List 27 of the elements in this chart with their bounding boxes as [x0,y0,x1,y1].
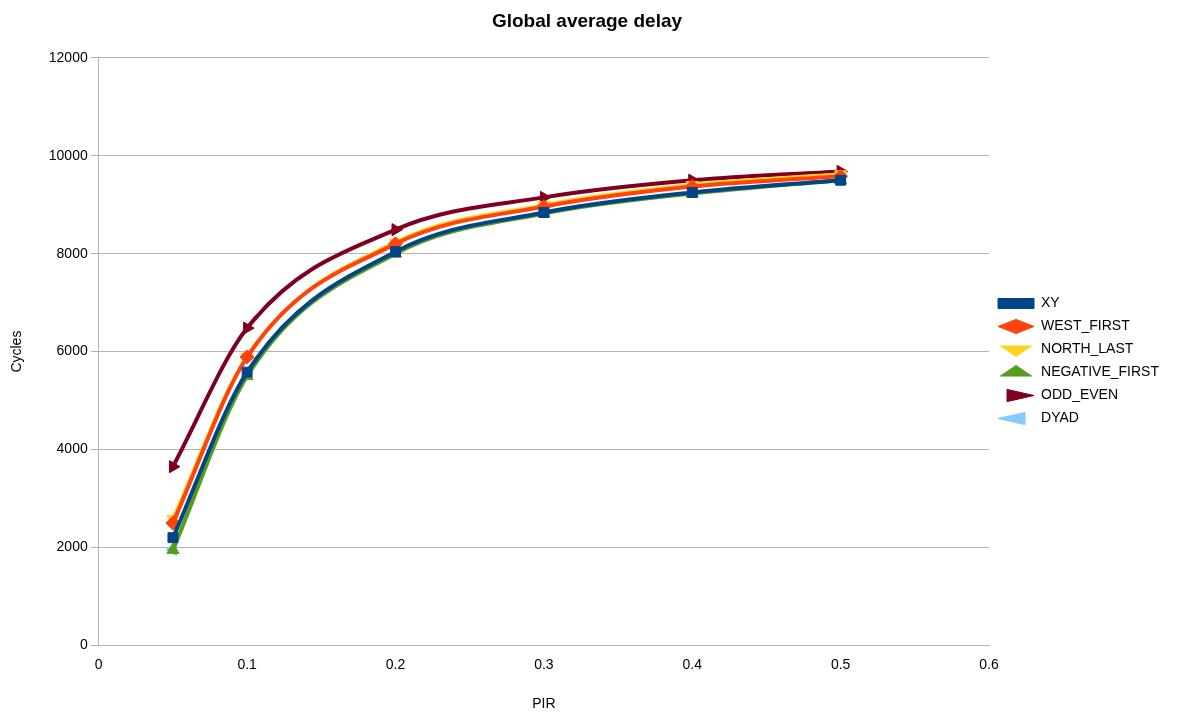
x-tick-label: 0.6 [979,655,999,672]
y-axis-title: Cycles [8,330,25,373]
y-tick-label: 0 [79,636,88,653]
legend-label: XY [1041,294,1061,311]
x-tick-label: 0 [94,655,103,672]
point [243,321,255,335]
y-tick-label: 12000 [48,48,88,65]
legend-label: NORTH_LAST [1041,340,1134,357]
x-tick-label: 0.3 [534,655,554,672]
y-tick-label: 2000 [56,538,88,555]
legend-label: DYAD [1041,409,1079,426]
y-tick-label: 6000 [56,342,88,359]
legend-label: NEGATIVE_FIRST [1041,363,1160,380]
y-tick-label: 8000 [56,244,88,261]
x-tick-label: 0.2 [385,655,406,672]
point [391,223,403,237]
y-tick-label: 4000 [56,440,88,457]
x-tick-label: 0.1 [237,655,258,672]
point [167,532,179,544]
x-tick-label: 0.5 [830,655,851,672]
x-tick-label: 0.4 [682,655,703,672]
y-tick-label: 10000 [48,146,88,163]
legend-label: ODD_EVEN [1041,386,1119,403]
x-axis-title: PIR [532,695,556,712]
point [168,460,181,474]
chart-title: Global average delay [491,9,683,31]
legend-label: WEST_FIRST [1041,317,1131,334]
